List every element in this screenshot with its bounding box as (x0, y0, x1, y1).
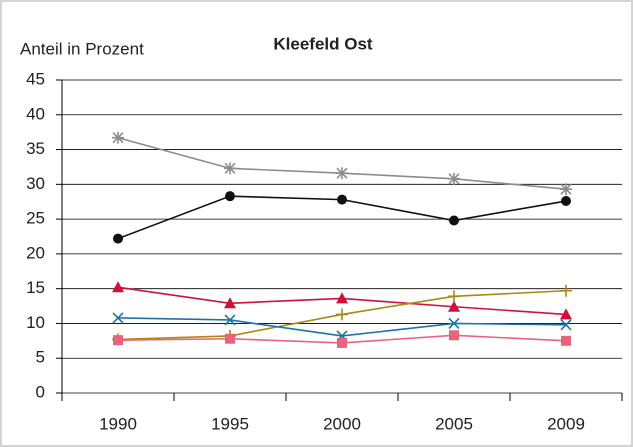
chart-title: Kleefeld Ost (273, 34, 373, 53)
y-tick-label: 40 (26, 104, 45, 123)
marker (448, 290, 460, 303)
marker (561, 335, 571, 346)
marker (112, 312, 124, 324)
y-tick-label: 30 (26, 174, 45, 193)
marker (560, 284, 572, 297)
marker (113, 233, 123, 244)
marker (225, 191, 235, 202)
y-tick-label: 20 (26, 243, 45, 262)
marker (336, 292, 348, 304)
marker (560, 319, 572, 331)
y-tick-label: 35 (26, 139, 45, 158)
marker (224, 314, 236, 326)
marker (448, 317, 460, 330)
y-tick-label: 5 (36, 348, 45, 367)
marker (337, 337, 347, 348)
marker (337, 194, 347, 205)
y-tick-label: 45 (26, 69, 45, 88)
marker (112, 131, 124, 144)
marker (225, 333, 235, 344)
marker (449, 330, 459, 341)
x-tick-label: 1995 (211, 414, 249, 433)
marker (113, 335, 123, 346)
marker (112, 281, 124, 293)
marker (560, 183, 572, 196)
y-tick-label: 15 (26, 278, 45, 297)
x-tick-label: 2000 (323, 414, 361, 433)
marker (448, 172, 460, 185)
marker (336, 308, 348, 321)
marker (224, 297, 236, 309)
y-tick-label: 25 (26, 209, 45, 228)
x-tick-label: 2005 (435, 414, 473, 433)
marker (336, 167, 348, 180)
y-axis-label: Anteil in Prozent (20, 39, 144, 58)
x-tick-label: 2009 (547, 414, 585, 433)
marker (449, 215, 459, 226)
y-tick-label: 0 (36, 382, 45, 401)
x-tick-label: 1990 (99, 414, 137, 433)
marker (560, 308, 572, 320)
y-tick-label: 10 (26, 313, 45, 332)
marker (448, 300, 460, 312)
marker (224, 162, 236, 175)
marker (561, 196, 571, 207)
